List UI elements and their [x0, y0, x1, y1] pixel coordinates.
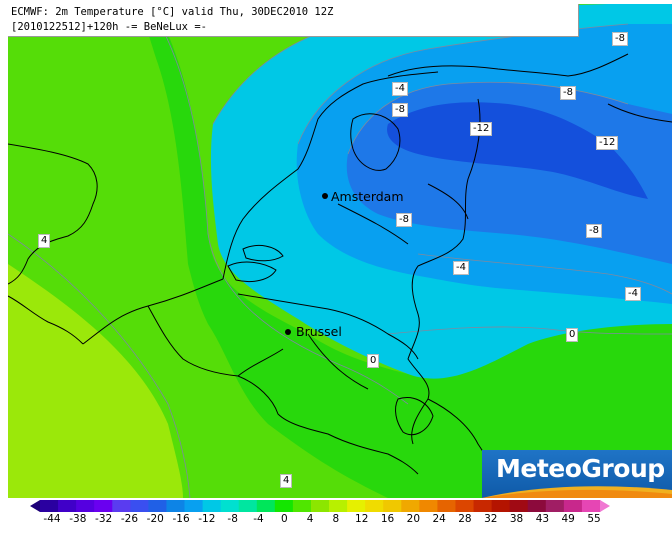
- colorbar-tick-label: 24: [432, 513, 446, 525]
- colorbar-segment: [419, 500, 438, 512]
- colorbar-tick-label: -8: [227, 513, 238, 525]
- colorbar-segment: [563, 500, 583, 512]
- contour-label: -12: [596, 136, 619, 150]
- contour-label: 0: [367, 354, 380, 368]
- colorbar: [30, 500, 610, 512]
- colorbar-segment: [310, 500, 330, 512]
- colorbar-tick-label: 55: [587, 513, 601, 525]
- colorbar-arrow-low: [30, 500, 40, 512]
- colorbar-segment: [527, 500, 547, 512]
- colorbar-segment: [76, 500, 95, 512]
- city-label-brussel: Brussel: [296, 324, 342, 339]
- colorbar-segment: [166, 500, 186, 512]
- map-title: ECMWF: 2m Temperature [°C] valid Thu, 30…: [11, 6, 334, 18]
- colorbar-tick-label: 12: [355, 513, 369, 525]
- colorbar-segment: [58, 500, 77, 512]
- contour-label: -8: [392, 103, 408, 117]
- map-subtitle: [2010122512]+120h -= BeNeLux =-: [11, 21, 207, 33]
- colorbar-tick-label: -20: [146, 513, 164, 525]
- contour-label: -4: [392, 82, 408, 96]
- colorbar-segment: [238, 500, 258, 512]
- band-4-to-8: [8, 264, 183, 498]
- colorbar-labels: -44 -38 -32 -26 -20 -16 -12 -8 -4 0 4 8 12 16 20 24 28 32…: [0, 513, 672, 529]
- temperature-map: [8, 4, 672, 498]
- contour-label: 0: [566, 328, 579, 342]
- colorbar-segment: [545, 500, 565, 512]
- colorbar-tick-label: -32: [95, 513, 113, 525]
- colorbar-segment: [455, 500, 475, 512]
- contour-label: 4: [280, 474, 293, 488]
- colorbar-tick-label: 0: [280, 513, 288, 525]
- contour-label: -12: [470, 122, 493, 136]
- colorbar-segment: [94, 500, 113, 512]
- colorbar-segment: [256, 500, 276, 512]
- colorbar-tick-label: 8: [332, 513, 340, 525]
- colorbar-tick-label: -4: [253, 513, 264, 525]
- colorbar-tick-label: 32: [484, 513, 498, 525]
- amsterdam-marker: [322, 193, 328, 199]
- contour-label: -8: [560, 86, 576, 100]
- colorbar-segment: [148, 500, 167, 512]
- colorbar-tick-label: 4: [306, 513, 314, 525]
- logo-text: MeteoGroup: [496, 454, 665, 483]
- band-below-minus12: [387, 102, 648, 199]
- colorbar-tick-label: -26: [120, 513, 138, 525]
- colorbar-tick-label: 43: [535, 513, 550, 525]
- colorbar-segment: [437, 500, 456, 512]
- meteogroup-logo: MeteoGroup: [482, 450, 672, 498]
- colorbar-segment: [509, 500, 529, 512]
- colorbar-tick-label: -44: [43, 513, 61, 525]
- contour-label: 4: [38, 234, 51, 248]
- colorbar-segment: [40, 500, 59, 512]
- coastlines-borders: [8, 53, 672, 498]
- colorbar-tick-label: -38: [69, 513, 87, 525]
- colorbar-tick-label: 16: [380, 513, 395, 525]
- brussel-marker: [285, 329, 291, 335]
- contour-label: -4: [625, 287, 641, 301]
- colorbar-segment: [491, 500, 511, 512]
- colorbar-segment: [202, 500, 222, 512]
- colorbar-segment: [365, 500, 384, 512]
- colorbar-segment: [383, 500, 402, 512]
- colorbar-tick-label: 38: [509, 513, 524, 525]
- colorbar-segment: [130, 500, 149, 512]
- colorbar-arrow-high: [600, 500, 610, 512]
- contour-label: -4: [453, 261, 469, 275]
- colorbar-tick-label: 28: [458, 513, 472, 525]
- colorbar-segment: [292, 500, 312, 512]
- contour-label: -8: [396, 213, 412, 227]
- colorbar-segment: [329, 500, 348, 512]
- logo-swoosh: [482, 486, 672, 498]
- colorbar-tick-label: 49: [561, 513, 575, 525]
- colorbar-segment: [112, 500, 131, 512]
- colorbar-segment: [401, 500, 420, 512]
- colorbar-segment: [473, 500, 493, 512]
- colorbar-tick-label: -16: [172, 513, 190, 525]
- contour-label: -8: [612, 32, 628, 46]
- colorbar-tick-label: 20: [406, 513, 421, 525]
- colorbar-segment: [347, 500, 366, 512]
- colorbar-segment: [274, 500, 294, 512]
- contour-label: -8: [586, 224, 602, 238]
- colorbar-segment: [184, 500, 204, 512]
- band-0-to-2: [138, 4, 672, 498]
- colorbar-tick-label: -12: [198, 513, 216, 525]
- colorbar-segment: [220, 500, 240, 512]
- map-title-box: ECMWF: 2m Temperature [°C] valid Thu, 30…: [8, 4, 579, 37]
- city-label-amsterdam: Amsterdam: [331, 189, 404, 204]
- map-panel: [8, 4, 672, 498]
- colorbar-segment: [581, 500, 601, 512]
